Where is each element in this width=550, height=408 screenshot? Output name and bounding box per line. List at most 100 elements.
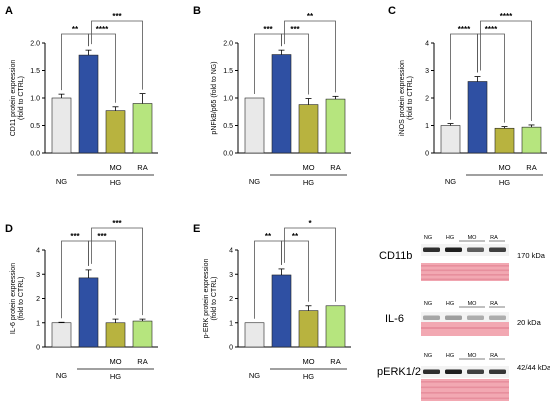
x-group-label: HG <box>499 178 510 187</box>
blot-band <box>467 369 484 374</box>
chart-panel-e: E 0 1 2 3 4 p-ERK protein expression (fold to C… <box>193 219 351 381</box>
blot-lane-label: NG <box>424 353 432 359</box>
blot-protein-label: pERK1/2 <box>377 366 421 378</box>
chart-panel-a: A 0.0 0.5 1.0 1.5 2.0 CD11 protein expression(… <box>5 5 158 187</box>
bar-hg <box>78 277 99 348</box>
significance-bracket <box>284 20 336 93</box>
y-tick-label: 0.0 <box>30 151 40 158</box>
y-tick-label: 0.5 <box>223 123 233 130</box>
significance-label: **** <box>485 25 498 34</box>
y-axis-label: iNOS protein expression <box>399 60 406 136</box>
blot-lane-label: HG <box>446 235 454 241</box>
bar-ng <box>51 322 72 348</box>
blot-lane-label: MO <box>468 301 478 307</box>
bar-hg <box>78 54 99 154</box>
blot-protein-label: IL-6 <box>385 313 404 325</box>
ponceau-band <box>421 397 509 400</box>
bar-ra <box>325 305 346 348</box>
blot-band <box>423 315 440 320</box>
significance-label: *** <box>263 25 273 34</box>
bar-hg <box>271 54 292 154</box>
significance-label: *** <box>112 219 122 228</box>
panel-letter: C <box>388 5 396 17</box>
bar-hg <box>271 274 292 348</box>
bar-mo <box>105 110 126 154</box>
y-tick-label: 3 <box>229 272 233 279</box>
x-category-label: NG <box>445 177 456 186</box>
y-tick-label: 2 <box>36 296 40 303</box>
ponceau-band <box>421 269 509 272</box>
significance-bracket <box>281 240 309 302</box>
x-category-label: MO <box>109 163 121 172</box>
panel-letter: E <box>193 223 200 235</box>
significance-label: *** <box>290 25 300 34</box>
x-category-label: RA <box>526 163 536 172</box>
blot-kda-label: 42/44 kDa <box>517 363 550 372</box>
ponceau-band <box>421 327 509 329</box>
western-blot-cd11b: CD11b 170 kDa NG HG MO RA <box>379 235 546 281</box>
panel-letter: D <box>5 223 13 235</box>
bar-ra <box>132 103 153 154</box>
x-group-label: HG <box>110 372 121 381</box>
blot-band <box>489 369 506 374</box>
x-category-label: NG <box>56 371 67 380</box>
chart-panel-c: C 0 1 2 3 4 iNOS protein expression (fold to CT… <box>388 5 547 187</box>
significance-label: **** <box>96 25 109 34</box>
chart-panel-d: D 0 1 2 3 4 IL-6 protein expression (fold to CT… <box>5 219 158 381</box>
bar-ng <box>440 125 461 154</box>
significance-label: ** <box>265 232 272 241</box>
ponceau-stain <box>421 263 509 281</box>
bar-ng <box>244 322 265 348</box>
y-tick-label: 4 <box>425 41 429 48</box>
ponceau-band <box>421 274 509 276</box>
bar-mo <box>298 310 319 348</box>
western-blot-perk1-2: pERK1/2 42/44 kDa NG HG MO RA <box>377 353 550 401</box>
y-tick-label: 1.0 <box>30 96 40 103</box>
y-tick-label: 2 <box>425 96 429 103</box>
y-tick-label: 1.5 <box>30 68 40 75</box>
panel-letter: B <box>193 5 201 17</box>
panel-letter: A <box>5 5 13 17</box>
ponceau-band <box>421 386 509 389</box>
ponceau-band <box>421 278 509 281</box>
significance-bracket <box>88 240 116 316</box>
x-category-label: MO <box>302 163 314 172</box>
y-tick-label: 2 <box>229 296 233 303</box>
bar-mo <box>298 104 319 154</box>
y-tick-label: 1 <box>229 320 233 327</box>
significance-label: **** <box>458 25 471 34</box>
significance-label: *** <box>112 12 122 21</box>
bar-mo <box>105 322 126 348</box>
significance-bracket <box>88 33 116 103</box>
x-category-label: NG <box>249 177 260 186</box>
significance-label: ** <box>292 232 299 241</box>
blot-membrane <box>421 244 509 256</box>
blot-band <box>489 315 506 320</box>
y-tick-label: 4 <box>36 248 40 255</box>
blot-band <box>445 369 462 374</box>
y-axis-label: (fold to CTRL) <box>18 277 25 321</box>
significance-bracket <box>91 20 143 90</box>
x-group-label: HG <box>110 178 121 187</box>
y-axis-label: CD11 protein expression <box>10 60 17 137</box>
y-axis-label: IL-6 protein expression <box>10 263 17 334</box>
x-category-label: MO <box>109 357 121 366</box>
x-category-label: MO <box>302 357 314 366</box>
blot-kda-label: 20 kDa <box>517 318 542 327</box>
significance-label: ** <box>307 12 314 21</box>
significance-label: *** <box>70 232 80 241</box>
blot-lane-label: RA <box>490 301 498 307</box>
ponceau-band <box>421 265 509 267</box>
ponceau-band <box>421 381 509 383</box>
significance-bracket <box>477 33 505 123</box>
y-tick-label: 0 <box>229 345 233 352</box>
x-group-label: HG <box>303 372 314 381</box>
blot-membrane <box>421 312 509 324</box>
y-tick-label: 4 <box>229 248 233 255</box>
bar-hg <box>467 81 488 154</box>
x-category-label: MO <box>498 163 510 172</box>
blot-lane-label: NG <box>424 301 432 307</box>
y-axis-label: (fold to CTRL) <box>407 76 414 120</box>
significance-label: **** <box>500 12 513 21</box>
blot-lane-label: RA <box>490 353 498 359</box>
